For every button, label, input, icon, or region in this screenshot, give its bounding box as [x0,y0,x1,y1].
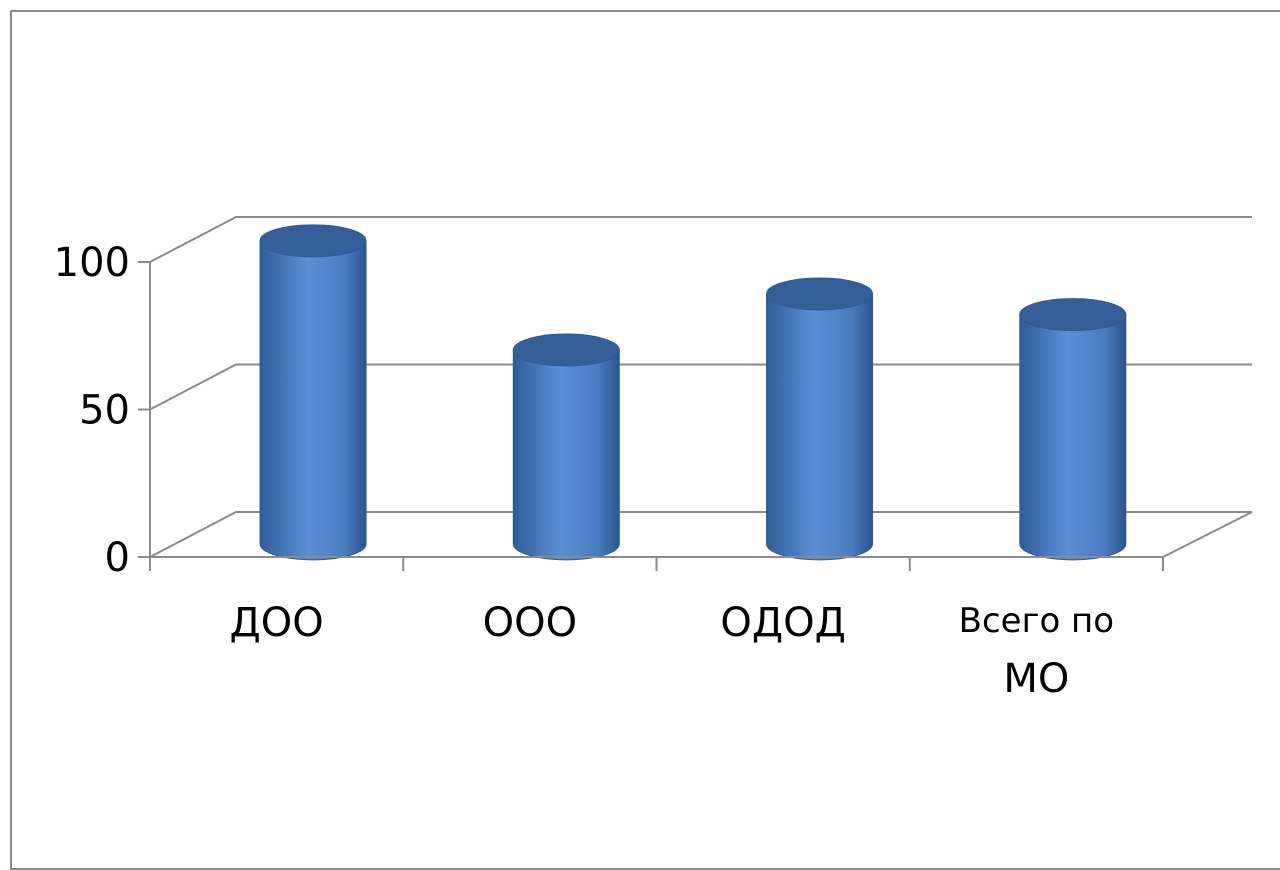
floor-right-edge [1162,511,1253,558]
bar-top [766,277,874,311]
y-tick-label: 0 [105,535,130,581]
bar-top [512,333,620,367]
x-tick-label: Всего по [959,601,1114,641]
gridline [149,511,1252,558]
bar-top [259,224,367,258]
bar-top [1019,298,1127,332]
x-tick-label: ОДОД [720,600,845,646]
bar [512,333,620,561]
x-axis: ДОО ООО ОДОД Всего по МО [149,511,1253,702]
bars [259,224,1127,561]
x-tick-label: МО [1003,656,1069,702]
y-axis: 0 50 100 [54,240,150,581]
bar [1019,298,1127,561]
bar [259,224,367,561]
x-tick-label: ООО [483,600,577,646]
gridline [149,363,1252,411]
y-tick-label: 100 [54,240,130,286]
x-tick-label: ДОО [230,600,324,646]
bar-body [259,240,367,561]
gridline [149,216,1252,263]
bar-body [766,293,874,561]
y-tick-label: 50 [79,388,130,434]
bar [766,277,874,561]
bar-body [1019,314,1127,561]
bar-body [512,349,620,561]
chart-walls [149,216,1252,558]
